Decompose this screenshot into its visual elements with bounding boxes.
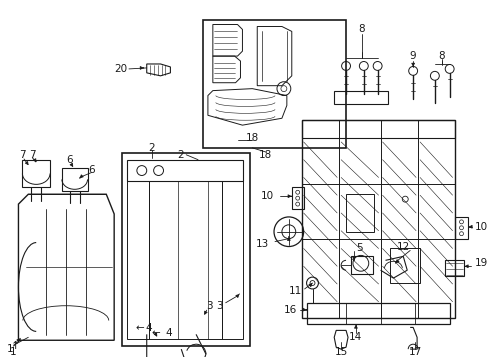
- Bar: [301, 120, 454, 318]
- Bar: [454, 217, 468, 239]
- Text: 18: 18: [258, 150, 271, 160]
- Text: 10: 10: [473, 222, 487, 232]
- Text: 18: 18: [245, 133, 259, 143]
- Text: 17: 17: [407, 347, 421, 357]
- Text: 11: 11: [288, 286, 301, 296]
- Bar: [350, 256, 372, 274]
- Bar: [389, 248, 419, 283]
- Text: 3: 3: [206, 301, 213, 311]
- Text: 20: 20: [114, 64, 127, 74]
- Bar: [444, 260, 464, 276]
- Bar: [291, 187, 303, 209]
- Text: 7: 7: [19, 150, 26, 160]
- Text: 7: 7: [29, 150, 36, 160]
- Bar: [203, 19, 346, 148]
- Text: 8: 8: [358, 24, 365, 35]
- Bar: [301, 120, 454, 138]
- Bar: [62, 168, 87, 191]
- Text: 8: 8: [438, 51, 444, 61]
- Bar: [122, 153, 250, 346]
- Text: 6: 6: [88, 165, 95, 175]
- Text: 9: 9: [409, 51, 416, 61]
- Text: 6: 6: [66, 155, 73, 165]
- Text: 1: 1: [10, 347, 17, 357]
- Text: 16: 16: [283, 305, 296, 315]
- Text: $\uparrow$: $\uparrow$: [8, 338, 19, 351]
- Text: 5: 5: [355, 243, 362, 253]
- Text: 12: 12: [396, 242, 409, 252]
- Text: 15: 15: [334, 347, 347, 357]
- Text: 13: 13: [255, 239, 268, 248]
- Text: $\leftarrow$4: $\leftarrow$4: [133, 321, 154, 333]
- Bar: [306, 303, 449, 324]
- Text: 2: 2: [148, 143, 155, 153]
- Bar: [148, 181, 221, 339]
- Text: 10: 10: [261, 191, 273, 201]
- Bar: [22, 160, 50, 187]
- Text: 3: 3: [216, 301, 222, 311]
- Bar: [127, 160, 243, 181]
- Bar: [346, 194, 373, 232]
- Text: 1: 1: [7, 344, 14, 354]
- Bar: [333, 91, 387, 104]
- Text: 14: 14: [348, 332, 362, 342]
- Text: 19: 19: [473, 258, 487, 268]
- Text: $\leftarrow$ 4: $\leftarrow$ 4: [149, 327, 173, 338]
- Text: 2: 2: [177, 150, 184, 160]
